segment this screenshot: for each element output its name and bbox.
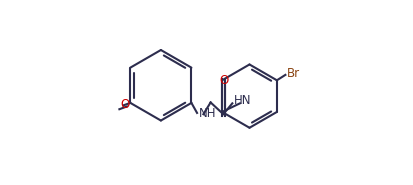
Text: Br: Br [287, 67, 299, 80]
Text: O: O [120, 98, 129, 111]
Text: HN: HN [234, 94, 251, 107]
Text: O: O [218, 74, 228, 87]
Text: NH: NH [198, 107, 216, 120]
